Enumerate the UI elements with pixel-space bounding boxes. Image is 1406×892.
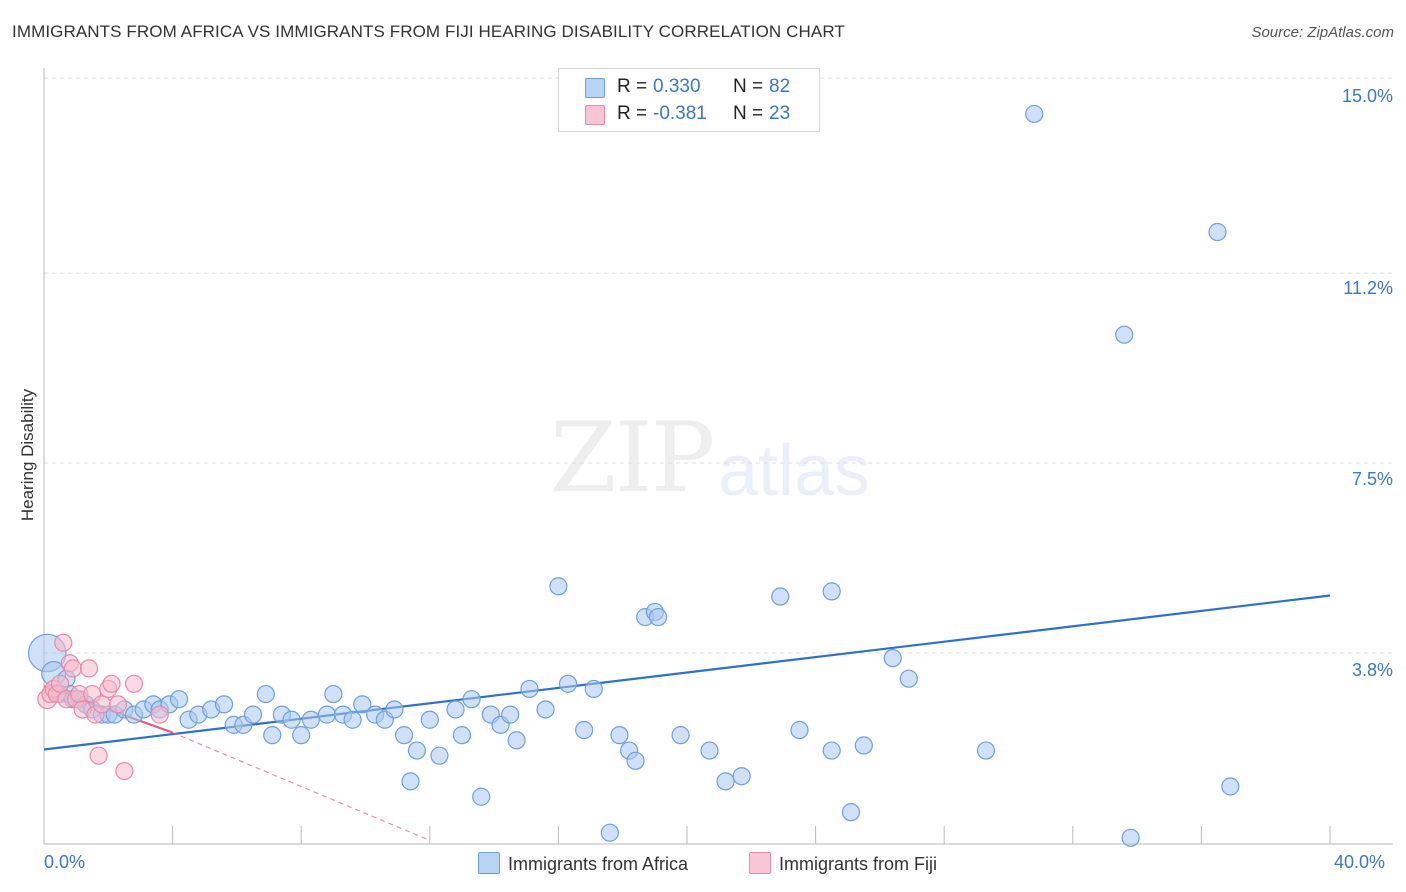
fiji-n-value: 23	[769, 103, 791, 124]
africa-r-value: 0.330	[653, 76, 701, 97]
fiji-point	[63, 659, 83, 678]
africa-point	[899, 669, 918, 688]
africa-point	[1121, 828, 1140, 847]
africa-point	[626, 751, 645, 770]
africa-point	[407, 741, 427, 760]
x-tick-label: 40.0%	[1334, 852, 1386, 872]
watermark-zip: ZIP	[550, 402, 715, 514]
africa-point	[324, 684, 343, 704]
africa-swatch	[585, 78, 605, 98]
africa-point	[401, 772, 420, 791]
africa-point	[292, 726, 311, 745]
africa-legend-label: Immigrants from Africa	[508, 854, 689, 874]
y-tick-label: 3.8%	[1351, 660, 1393, 680]
y-tick-label: 11.2%	[1343, 278, 1393, 298]
africa-point	[854, 736, 873, 755]
africa-n-value: 82	[769, 76, 791, 97]
africa-point	[317, 705, 337, 724]
fiji-point	[115, 761, 134, 781]
africa-trend-line	[43, 594, 1331, 751]
y-axis-label: Hearing Disability	[18, 388, 37, 522]
africa-point	[385, 700, 404, 719]
africa-r-label: R =	[617, 76, 648, 97]
africa-point	[169, 690, 189, 709]
bottom-legend-fiji[interactable]: Immigrants from Fiji	[749, 852, 937, 875]
africa-point	[575, 720, 594, 740]
fiji-point	[124, 674, 144, 693]
fiji-swatch	[585, 105, 605, 125]
africa-point	[822, 741, 841, 760]
fiji-point	[79, 659, 99, 678]
fiji-point	[92, 695, 111, 714]
africa-point	[883, 649, 902, 668]
africa-n-label: N =	[733, 76, 764, 97]
africa-point	[446, 700, 465, 719]
africa-point	[214, 695, 234, 714]
africa-point	[1221, 777, 1240, 796]
fiji-trend-extension	[172, 732, 431, 841]
africa-point	[462, 690, 481, 709]
fiji-point	[89, 746, 108, 765]
bottom-legend-africa[interactable]: Immigrants from Africa	[478, 852, 688, 875]
africa-point	[353, 695, 372, 714]
africa-point	[716, 772, 735, 791]
africa-legend-swatch	[478, 852, 500, 874]
africa-point	[256, 684, 275, 704]
chart-title: IMMIGRANTS FROM AFRICA VS IMMIGRANTS FRO…	[12, 22, 845, 41]
africa-point	[1025, 104, 1044, 124]
africa-point	[420, 710, 439, 729]
y-tick-label: 15.0%	[1341, 86, 1393, 106]
africa-point	[600, 823, 619, 842]
africa-point	[243, 705, 263, 724]
africa-point	[732, 767, 751, 786]
africa-point	[343, 710, 362, 729]
africa-point	[822, 582, 841, 601]
africa-point	[558, 674, 578, 693]
africa-point	[507, 731, 526, 750]
correlation-legend: R = 0.330 N = 82 R = -0.381 N = 23	[558, 68, 820, 132]
fiji-point	[108, 695, 128, 714]
africa-point	[610, 726, 629, 745]
fiji-legend-label: Immigrants from Fiji	[779, 854, 938, 874]
fiji-r-label: R =	[617, 103, 648, 124]
africa-point	[501, 705, 520, 724]
fiji-point	[54, 633, 73, 652]
africa-point	[452, 726, 472, 745]
fiji-point	[102, 674, 121, 693]
africa-point	[282, 710, 301, 729]
fiji-n-label: N =	[733, 103, 764, 124]
africa-point	[472, 787, 491, 806]
fiji-point	[50, 674, 70, 693]
fiji-point	[150, 705, 169, 724]
africa-point	[430, 746, 449, 765]
fiji-legend-swatch	[749, 852, 771, 874]
x-tick-label: 0.0%	[44, 852, 86, 872]
africa-point	[1115, 325, 1134, 344]
africa-point	[536, 700, 555, 719]
fiji-r-value: -0.381	[653, 103, 707, 124]
africa-point	[671, 726, 690, 745]
africa-point	[549, 577, 568, 596]
legend-row-africa: R = 0.330 N = 82	[559, 74, 819, 100]
africa-point	[301, 710, 320, 729]
africa-point	[584, 679, 603, 699]
africa-point	[841, 803, 861, 822]
africa-point	[394, 726, 414, 745]
y-tick-label: 7.5%	[1351, 469, 1393, 489]
africa-point	[263, 726, 282, 745]
source-credit: Source: ZipAtlas.com	[1251, 24, 1394, 41]
africa-point	[700, 741, 719, 760]
watermark-atlas: atlas	[718, 431, 871, 511]
africa-point	[771, 587, 790, 606]
legend-row-fiji: R = -0.381 N = 23	[559, 101, 819, 127]
africa-point	[790, 720, 809, 740]
africa-point	[648, 607, 668, 627]
africa-point	[520, 679, 539, 699]
africa-point	[1208, 222, 1227, 242]
africa-point	[976, 741, 996, 760]
